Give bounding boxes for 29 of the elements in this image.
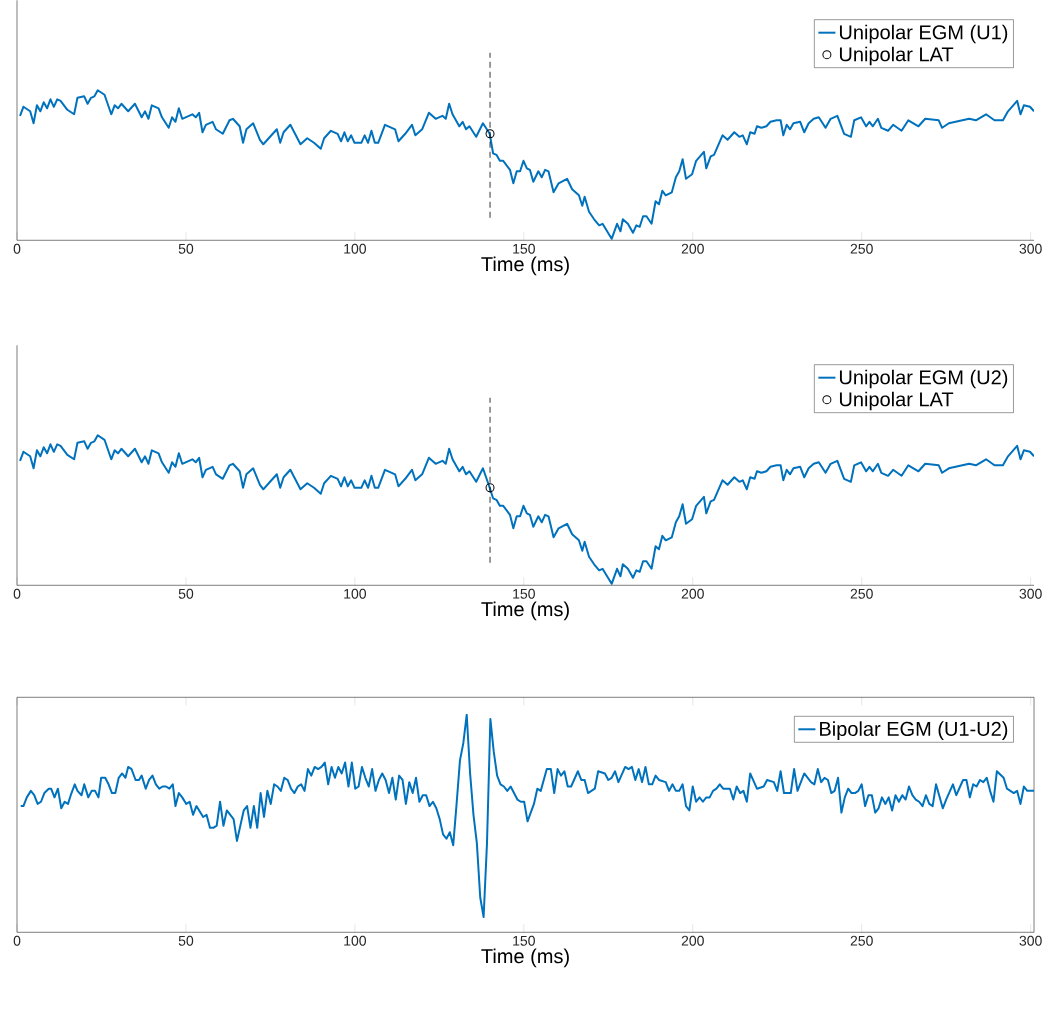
x-tick-label: 0 bbox=[13, 588, 21, 599]
x-tick-label: 200 bbox=[681, 588, 704, 599]
x-tick-label: 300 bbox=[1019, 243, 1042, 254]
x-tick-label: 150 bbox=[513, 243, 535, 254]
legend-label: Unipolar LAT bbox=[839, 391, 954, 411]
x-tick-label: 200 bbox=[681, 935, 704, 946]
legend-label: Unipolar EGM (U2) bbox=[839, 369, 1008, 389]
x-tick-label: 100 bbox=[344, 243, 367, 254]
legend-label: Bipolar EGM (U1-U2) bbox=[820, 721, 1008, 740]
x-tick-label: 100 bbox=[344, 935, 367, 946]
x-tick-label: 150 bbox=[513, 935, 535, 946]
x-axis-title: Time (ms) bbox=[481, 601, 569, 621]
x-tick-label: 0 bbox=[13, 935, 21, 946]
x-tick-label: 300 bbox=[1019, 588, 1042, 599]
x-axis-title: Time (ms) bbox=[481, 948, 569, 968]
x-tick-label: 50 bbox=[178, 243, 194, 254]
x-tick-label: 250 bbox=[850, 588, 873, 599]
x-tick-label: 100 bbox=[344, 588, 367, 599]
x-tick-label: 150 bbox=[513, 588, 535, 599]
legend-label: Unipolar LAT bbox=[839, 46, 954, 66]
legend-label: Unipolar EGM (U1) bbox=[839, 24, 1008, 44]
x-tick-label: 200 bbox=[681, 243, 704, 254]
x-axis-title: Time (ms) bbox=[481, 256, 569, 276]
x-tick-label: 0 bbox=[13, 243, 21, 254]
x-tick-label: 250 bbox=[850, 243, 873, 254]
x-tick-label: 50 bbox=[178, 935, 194, 946]
x-tick-label: 250 bbox=[850, 935, 873, 946]
x-tick-label: 50 bbox=[178, 588, 194, 599]
x-tick-label: 300 bbox=[1019, 935, 1042, 946]
